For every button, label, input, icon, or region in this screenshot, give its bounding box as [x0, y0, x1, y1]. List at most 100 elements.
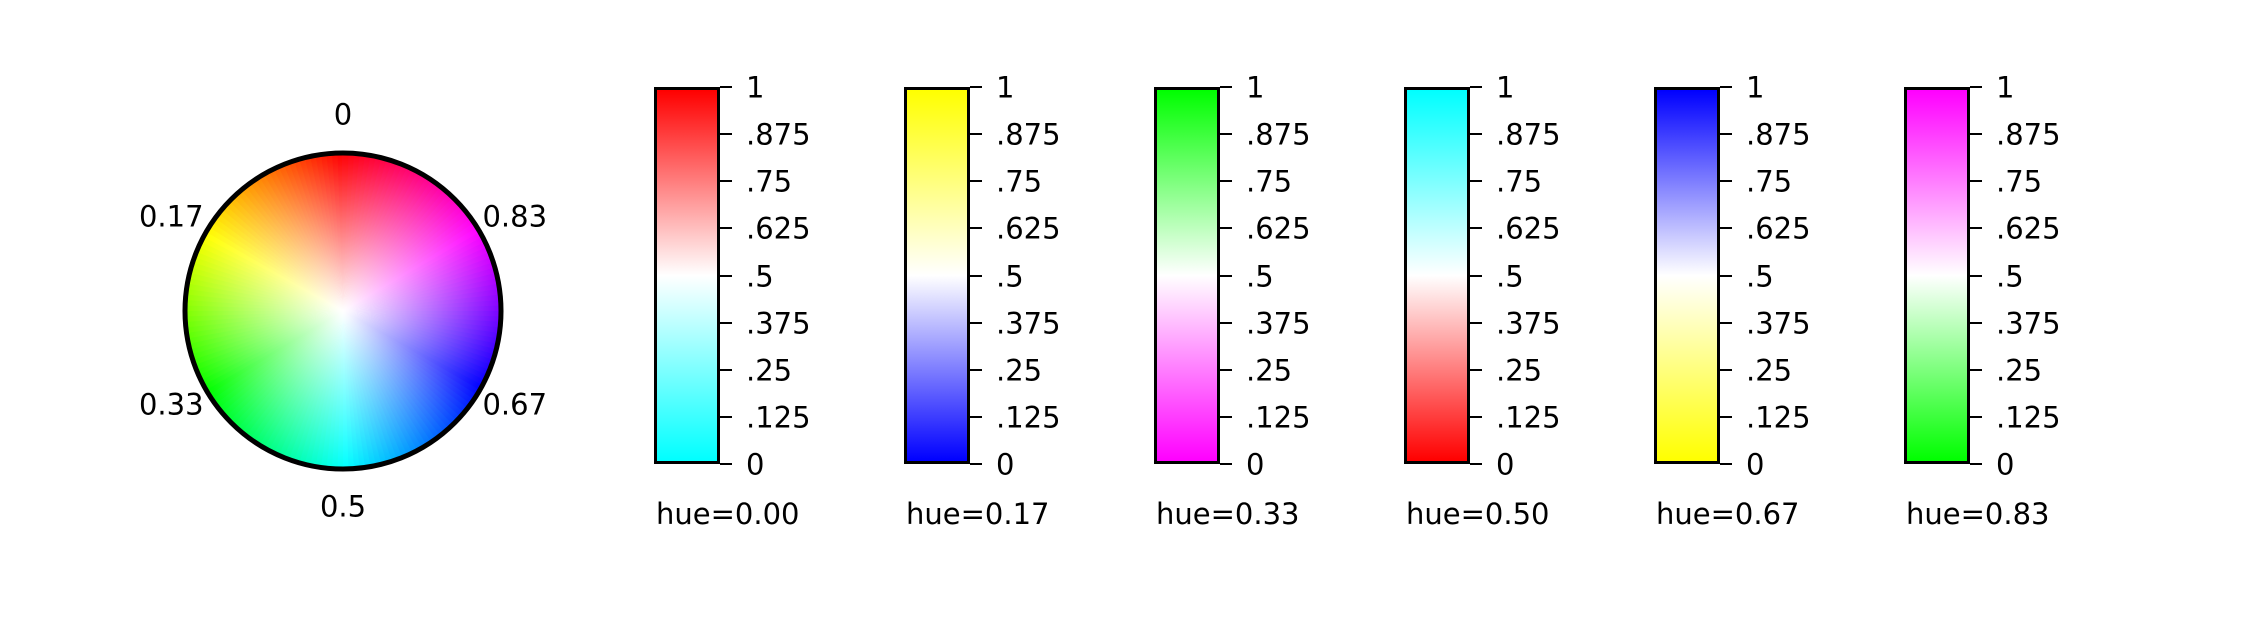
colorbar-tick — [1720, 86, 1732, 88]
colorbar-tick-label: .75 — [746, 164, 793, 199]
colorbar-gradient — [904, 87, 970, 464]
colorbar-tick-label: .5 — [1746, 259, 1774, 293]
colorbar-tick-label: .625 — [1996, 211, 2061, 246]
colorbar-tick-label: .75 — [996, 164, 1043, 199]
wheel-label: 0.67 — [482, 387, 548, 422]
colorbar-gradient — [1404, 87, 1470, 464]
colorbar-tick-label: .125 — [1246, 400, 1311, 435]
colorbar-tick-label: .875 — [746, 117, 811, 152]
colorbar-tick — [970, 133, 982, 136]
colorbar-tick — [1970, 463, 1982, 465]
colorbar-tick — [970, 368, 982, 371]
colorbar-tick — [1970, 227, 1982, 230]
colorbar-tick — [1220, 180, 1232, 183]
colorbar-tick-label: .625 — [1496, 211, 1561, 246]
colorbar-tick-label: .75 — [1496, 164, 1543, 199]
colorbar-tick-label: .125 — [996, 400, 1061, 435]
colorbar-tick-label: .25 — [746, 353, 793, 388]
colorbar-tick — [970, 227, 982, 230]
colorbar-tick — [720, 321, 732, 324]
colorbar-tick-label: .25 — [996, 353, 1043, 388]
colorbar-gradient — [654, 87, 720, 464]
colorbar-tick — [720, 463, 732, 465]
colorbar-tick-label: .375 — [1746, 306, 1811, 341]
colorbar-tick — [720, 415, 732, 418]
colorbar-title: hue=0.50 — [1406, 497, 1550, 531]
colorbar-tick-label: .375 — [1496, 306, 1561, 341]
colorbar-tick-label: 0 — [746, 447, 765, 482]
colorbar-tick-label: .125 — [1746, 400, 1811, 435]
colorbar-title: hue=0.83 — [1906, 497, 2050, 531]
colorbar-tick — [720, 368, 732, 371]
colorbar-tick — [970, 274, 982, 277]
colorbar-title: hue=0.17 — [906, 497, 1050, 531]
colorbar-tick — [1470, 133, 1482, 136]
colorbar-tick-label: .25 — [1746, 353, 1793, 388]
colorbar-tick-label: .125 — [746, 400, 811, 435]
colorbar-tick — [970, 180, 982, 183]
colorbar-tick — [1220, 321, 1232, 324]
colorbar-tick — [1720, 274, 1732, 277]
colorbar-tick — [720, 274, 732, 277]
colorbar-tick — [1720, 180, 1732, 183]
colorbar-tick — [1220, 227, 1232, 230]
colorbar-tick-label: 1 — [1746, 70, 1765, 105]
wheel-label: 0.33 — [138, 387, 204, 422]
colorbar-tick — [1220, 463, 1232, 465]
colorbar-tick-label: .875 — [1746, 117, 1811, 152]
colorbar-title: hue=0.33 — [1156, 497, 1300, 531]
colorbar-tick — [1720, 415, 1732, 418]
colorbar-tick — [720, 180, 732, 183]
colorbar-panel: 1 .875 .75 .625 .5 .375 .25 .125 0 hue=0.33 — [1154, 0, 1384, 632]
hue-wheel — [182, 150, 504, 472]
colorbar-tick-label: 0 — [1746, 447, 1765, 482]
colorbar-tick-label: 0 — [1996, 447, 2015, 482]
colorbar-tick-label: 1 — [996, 70, 1015, 105]
colorbar-tick — [1470, 180, 1482, 183]
colorbar-tick — [1220, 133, 1232, 136]
colorbar-tick-label: .5 — [1246, 259, 1274, 293]
colorbar-tick — [1720, 463, 1732, 465]
colorbar-gradient — [1154, 87, 1220, 464]
colorbar-tick-label: .75 — [1246, 164, 1293, 199]
colorbar-tick — [1970, 180, 1982, 183]
colorbar-panel: 1 .875 .75 .625 .5 .375 .25 .125 0 hue=0.17 — [904, 0, 1134, 632]
colorbar-tick — [720, 133, 732, 136]
colorbar-tick-label: .75 — [1746, 164, 1793, 199]
colorbar-tick — [1970, 368, 1982, 371]
colorbar-tick — [1970, 133, 1982, 136]
colorbar-tick — [1970, 415, 1982, 418]
colorbar-tick-label: 0 — [1496, 447, 1515, 482]
colorbar-tick-label: .375 — [1246, 306, 1311, 341]
colorbar-tick — [1720, 368, 1732, 371]
colorbar-tick-label: .25 — [1246, 353, 1293, 388]
colorbar-tick — [720, 227, 732, 230]
colorbar-tick — [1470, 415, 1482, 418]
colorbar-tick-label: .875 — [1496, 117, 1561, 152]
colorbar-tick-label: .375 — [996, 306, 1061, 341]
colorbar-tick — [1470, 86, 1482, 88]
colorbar-tick — [970, 415, 982, 418]
wheel-label: 0.83 — [482, 199, 548, 234]
colorbar-tick-label: .5 — [1496, 259, 1524, 293]
colorbar-panel: 1 .875 .75 .625 .5 .375 .25 .125 0 hue=0.00 — [654, 0, 884, 632]
colorbar-panel: 1 .875 .75 .625 .5 .375 .25 .125 0 hue=0.83 — [1904, 0, 2134, 632]
colorbar-tick-label: .375 — [1996, 306, 2061, 341]
wheel-outline — [182, 150, 504, 472]
colorbar-tick — [970, 321, 982, 324]
colorbar-tick-label: 1 — [1996, 70, 2015, 105]
colorbar-title: hue=0.00 — [656, 497, 800, 531]
wheel-white-center — [185, 153, 501, 469]
colorbar-panel: 1 .875 .75 .625 .5 .375 .25 .125 0 hue=0.50 — [1404, 0, 1634, 632]
colorbar-tick-label: .375 — [746, 306, 811, 341]
colorbar-tick — [1470, 274, 1482, 277]
colorbar-tick — [1470, 321, 1482, 324]
colorbar-tick-label: .625 — [1746, 211, 1811, 246]
colorbar-tick — [1470, 463, 1482, 465]
colorbar-tick — [1220, 368, 1232, 371]
colorbar-tick-label: 1 — [1496, 70, 1515, 105]
wheel-label: 0.5 — [319, 489, 367, 524]
colorbar-tick-label: .875 — [1996, 117, 2061, 152]
colorbar-tick — [1220, 274, 1232, 277]
